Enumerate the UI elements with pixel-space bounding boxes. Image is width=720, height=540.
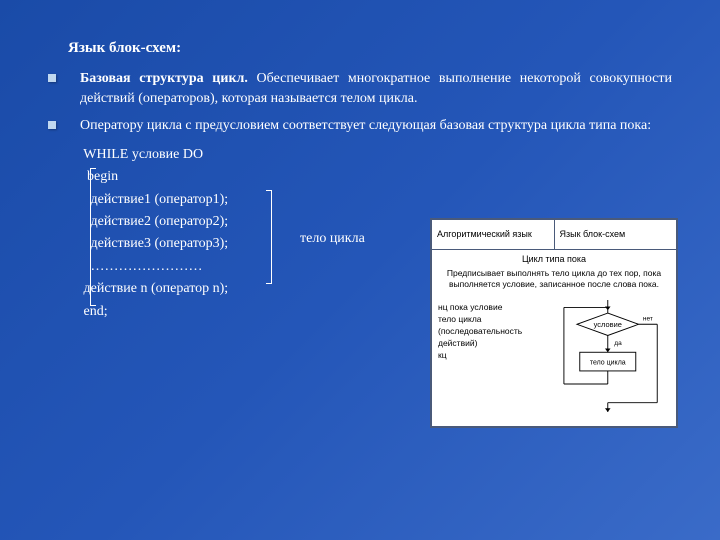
diagram-description: Предписывает выполнять тело цикла до тех… xyxy=(432,266,676,296)
diagram-subtitle: Цикл типа пока xyxy=(432,250,676,266)
slide-title: Язык блок-схем: xyxy=(68,40,672,57)
bullet-marker-icon xyxy=(48,121,56,129)
telo-cikla-label: тело цикла xyxy=(300,228,365,250)
bullet-marker-icon xyxy=(48,74,56,82)
bullet-item-2: Оператору цикла с предусловием соответст… xyxy=(48,116,672,136)
bullet-bold-1: Базовая структура цикл. xyxy=(80,71,248,86)
diagram-panel: Алгоритмический язык Язык блок-схем Цикл… xyxy=(430,218,678,428)
flow-body-text: тело цикла xyxy=(590,359,626,366)
flowchart-svg: условие нет да тело цикла xyxy=(553,300,672,412)
bullet-item-1: Базовая структура цикл. Обеспечивает мно… xyxy=(48,69,672,108)
code-line-2: begin xyxy=(80,166,672,188)
diagram-left-code: нц пока условие тело цикла (последовател… xyxy=(432,296,549,416)
bracket-right xyxy=(266,190,272,284)
flow-condition-text: условие xyxy=(594,320,622,329)
code-line-1: WHILE условие DO xyxy=(80,144,672,166)
flow-no-label: нет xyxy=(643,316,653,323)
diagram-header: Алгоритмический язык Язык блок-схем xyxy=(432,220,676,250)
bullet-text-2: Оператору цикла с предусловием соответст… xyxy=(80,116,672,136)
diagram-body: нц пока условие тело цикла (последовател… xyxy=(432,296,676,416)
diagram-header-right: Язык блок-схем xyxy=(555,220,677,249)
bullet-rest-2: Оператору цикла с предусловием соответст… xyxy=(80,118,651,133)
diagram-flowchart: условие нет да тело цикла xyxy=(549,296,676,416)
bracket-left xyxy=(90,168,96,306)
diagram-header-left: Алгоритмический язык xyxy=(432,220,555,249)
code-line-3: действие1 (оператор1); xyxy=(80,189,672,211)
bullet-text-1: Базовая структура цикл. Обеспечивает мно… xyxy=(80,69,672,108)
flow-yes-label: да xyxy=(614,340,622,347)
